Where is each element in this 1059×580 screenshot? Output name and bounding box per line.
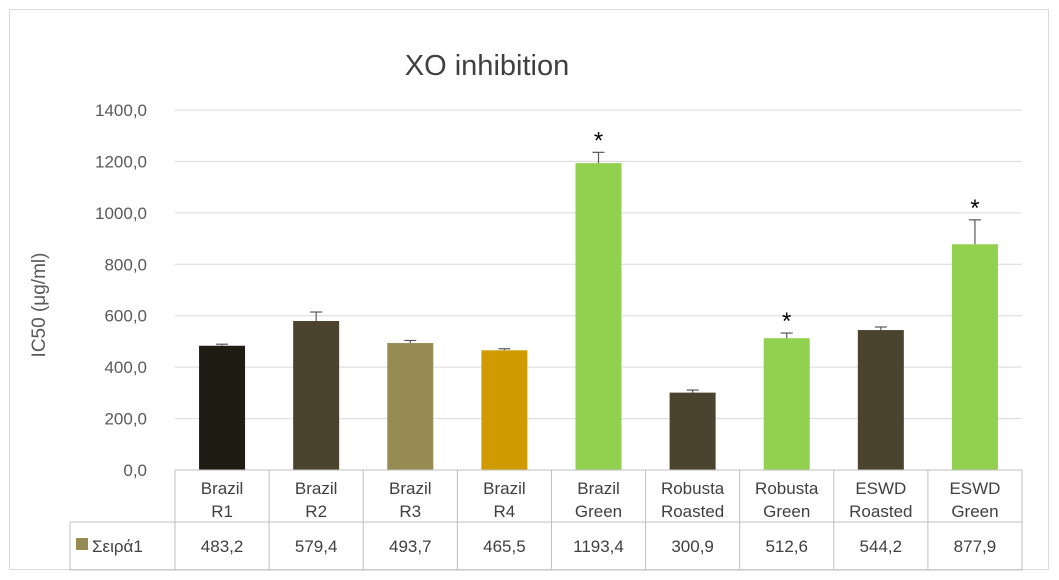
- category-label-line: R4: [494, 502, 516, 521]
- category-label-line: Brazil: [295, 479, 338, 498]
- bar: [575, 163, 622, 470]
- bar: [293, 321, 340, 470]
- category-label: Brazil R2: [295, 479, 338, 521]
- y-tick-label: 1200,0: [95, 152, 147, 171]
- y-tick-label: 1000,0: [95, 204, 147, 223]
- y-tick-labels: 0,0 200,0 400,0 600,0 800,0 1000,0 1200,0 1400,…: [95, 101, 147, 480]
- category-label: Robusta Roasted: [661, 479, 725, 521]
- significance-mark: *: [594, 127, 603, 154]
- category-label: ESWD Roasted: [849, 479, 912, 521]
- bar: [481, 350, 528, 470]
- category-label: Brazil R3: [389, 479, 432, 521]
- bar: [669, 392, 716, 470]
- bar: [857, 330, 904, 470]
- chart-title: XO inhibition: [405, 50, 569, 82]
- bar: [951, 244, 998, 470]
- value-label: 1193,4: [573, 537, 624, 556]
- value-label: 300,9: [671, 537, 714, 556]
- category-label-line: Roasted: [849, 502, 912, 521]
- category-label-line: Green: [951, 502, 998, 521]
- value-label: 493,7: [389, 537, 432, 556]
- chart-frame: [9, 9, 1049, 570]
- category-label-line: Brazil: [389, 479, 432, 498]
- category-label-line: R2: [305, 502, 327, 521]
- category-label-line: ESWD: [855, 479, 906, 498]
- data-table: Brazil R1 Brazil R2 Brazil R3 Brazil R4 Brazil Gr…: [69, 469, 1023, 571]
- y-axis-label: IC50 (μg/ml): [29, 253, 50, 358]
- y-tick-label: 200,0: [104, 410, 147, 429]
- value-label: 544,2: [860, 537, 903, 556]
- y-tick-label: 600,0: [104, 307, 147, 326]
- category-label-line: R3: [399, 502, 421, 521]
- category-label-line: Green: [575, 502, 622, 521]
- y-tick-label: 800,0: [104, 255, 147, 274]
- value-label: 579,4: [295, 537, 338, 556]
- category-label-line: Roasted: [661, 502, 724, 521]
- y-tick-label: 0,0: [123, 461, 147, 480]
- bar: [199, 345, 246, 470]
- category-label-line: R1: [211, 502, 233, 521]
- category-label: Brazil R4: [483, 479, 526, 521]
- significance-mark: *: [782, 308, 791, 335]
- y-tick-label: 1400,0: [95, 101, 147, 120]
- category-label: ESWD Green: [949, 479, 1000, 521]
- error-bars: [216, 151, 981, 393]
- bar: [387, 343, 434, 470]
- significance-marks: * * *: [594, 127, 980, 335]
- category-label-line: Green: [763, 502, 810, 521]
- series-name: Σειρά1: [92, 537, 143, 556]
- category-label-line: Robusta: [755, 479, 819, 498]
- value-label: 512,6: [765, 537, 808, 556]
- category-label: Brazil R1: [201, 479, 244, 521]
- value-label: 465,5: [483, 537, 526, 556]
- category-label-line: Robusta: [661, 479, 725, 498]
- category-label-line: Brazil: [483, 479, 526, 498]
- category-label: Brazil Green: [575, 479, 622, 521]
- category-label: Robusta Green: [755, 479, 819, 521]
- y-tick-label: 400,0: [104, 358, 147, 377]
- category-label-line: Brazil: [201, 479, 244, 498]
- value-label: 483,2: [201, 537, 244, 556]
- category-label-line: Brazil: [577, 479, 620, 498]
- category-label-line: ESWD: [949, 479, 1000, 498]
- bar: [763, 338, 810, 470]
- bars: [199, 163, 998, 470]
- significance-mark: *: [970, 195, 979, 222]
- legend-swatch: [76, 538, 88, 550]
- value-label: 877,9: [954, 537, 997, 556]
